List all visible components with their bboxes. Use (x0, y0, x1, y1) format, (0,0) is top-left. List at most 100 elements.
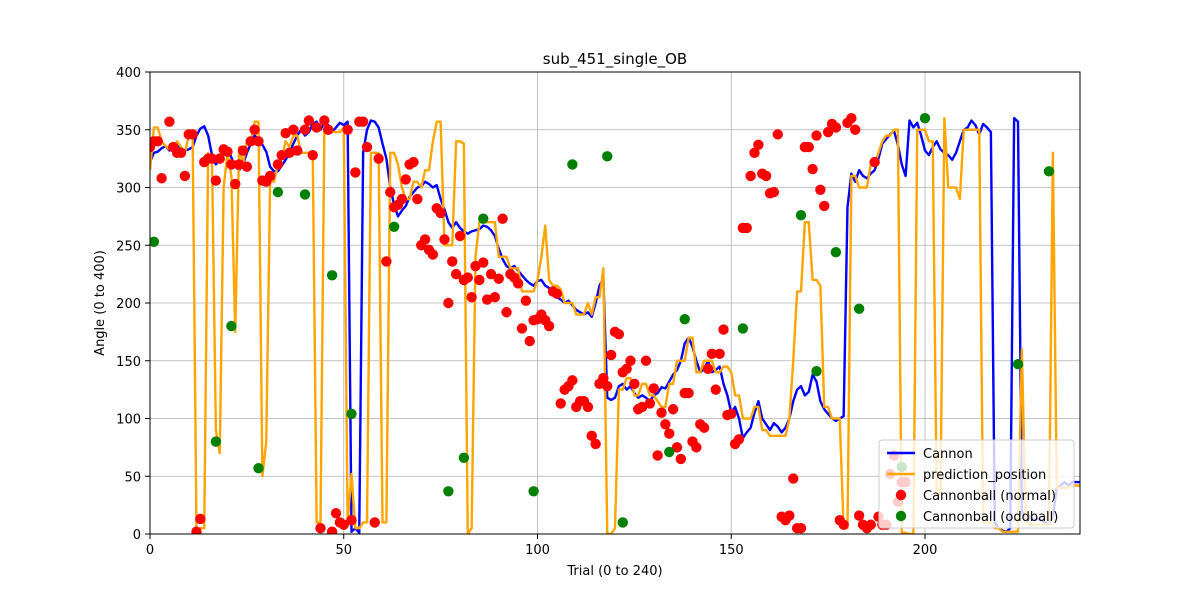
point-cannonball-normal (613, 328, 625, 340)
point-cannonball-normal (726, 408, 737, 420)
point-cannonball-normal (520, 295, 532, 306)
plot-area (150, 113, 1080, 534)
legend: Cannon prediction_position Cannonball (nor… (878, 439, 1075, 529)
point-cannonball-normal (567, 375, 578, 386)
point-cannonball-normal (191, 526, 202, 534)
point-cannonball-normal (749, 147, 760, 159)
point-cannonball-normal (656, 407, 667, 418)
legend-label-prediction-position: prediction_position (923, 468, 1046, 483)
point-cannonball-normal (323, 124, 334, 135)
series-line-prediction-position (150, 117, 1080, 534)
point-cannonball-normal (648, 383, 659, 394)
point-cannonball-oddball (830, 246, 842, 258)
point-cannonball-normal (760, 170, 772, 182)
point-cannonball-normal (357, 116, 369, 127)
point-cannonball-normal (524, 335, 535, 347)
point-cannonball-normal (152, 136, 163, 147)
point-cannonball-oddball (253, 462, 264, 474)
point-cannonball-normal (264, 170, 276, 182)
point-cannonball-normal (237, 145, 249, 156)
point-cannonball-normal (675, 453, 687, 465)
point-cannonball-normal (846, 113, 857, 124)
y-tick-label: 300 (116, 182, 141, 197)
legend-swatch-cannonball-oddball (895, 510, 907, 522)
point-cannonball-normal (745, 170, 756, 182)
y-tick-label: 150 (116, 355, 141, 370)
point-cannonball-normal (466, 292, 477, 303)
point-cannonball-normal (156, 173, 167, 184)
point-cannonball-normal (664, 428, 675, 439)
point-cannonball-oddball (795, 210, 807, 221)
point-cannonball-normal (230, 178, 241, 190)
point-cannonball-normal (450, 268, 462, 280)
point-cannonball-normal (299, 124, 311, 135)
point-cannonball-oddball (602, 151, 613, 162)
point-cannonball-normal (629, 378, 640, 390)
point-cannonball-oddball (811, 365, 822, 377)
point-cannonball-normal (768, 186, 780, 198)
point-cannonball-normal (485, 268, 497, 280)
point-cannonball-normal (427, 249, 439, 260)
point-cannonball-normal (586, 430, 597, 442)
point-cannonball-normal (249, 124, 260, 135)
legend-swatch-cannonball-normal (895, 489, 907, 501)
x-tick-label: 0 (146, 543, 154, 558)
point-cannonball-normal (307, 149, 318, 161)
point-cannonball-oddball (664, 446, 675, 458)
point-cannonball-oddball (346, 408, 357, 420)
point-cannonball-oddball (388, 221, 400, 232)
point-cannonball-normal (195, 513, 206, 525)
point-cannonball-normal (819, 200, 830, 212)
point-cannonball-oddball (226, 320, 237, 332)
y-tick-label: 50 (124, 470, 141, 485)
point-cannonball-normal (373, 153, 384, 164)
point-cannonball-oddball (1012, 359, 1024, 370)
y-tick-label: 200 (116, 297, 141, 312)
point-cannonball-normal (869, 156, 880, 168)
point-cannonball-normal (346, 514, 357, 526)
point-cannonball-normal (605, 349, 617, 361)
point-cannonball-normal (342, 124, 353, 135)
point-cannonball-normal (338, 519, 349, 530)
point-cannonball-normal (303, 115, 315, 126)
y-tick-label: 250 (116, 239, 141, 254)
point-cannonball-normal (462, 272, 473, 283)
point-cannonball-normal (350, 167, 361, 178)
point-cannonball-normal (435, 207, 446, 219)
point-cannonball-normal (419, 234, 431, 245)
y-tick-label: 350 (116, 124, 141, 139)
point-cannonball-normal (245, 136, 256, 147)
x-axis-label: Trial (0 to 240) (566, 564, 662, 579)
point-cannonball-normal (292, 145, 303, 156)
point-cannonball-normal (698, 422, 710, 433)
point-cannonball-normal (706, 348, 718, 360)
point-cannonball-normal (369, 517, 380, 528)
point-cannonball-normal (396, 193, 408, 205)
axis-layer: 0 50 100 150 200 0 50 100 150 200 250 300 350 400 (116, 66, 937, 558)
point-cannonball-normal (385, 186, 396, 198)
point-cannonball-oddball (853, 303, 865, 314)
point-cannonball-normal (865, 519, 876, 530)
legend-label-cannon: Cannon (923, 447, 973, 462)
point-cannonball-normal (621, 363, 632, 375)
point-cannonball-oddball (567, 159, 578, 170)
point-cannonball-normal (512, 278, 524, 289)
point-cannonball-normal (811, 130, 822, 141)
point-cannonball-oddball (1043, 166, 1055, 177)
point-cannonball-normal (187, 129, 198, 140)
point-cannonball-normal (179, 170, 191, 182)
point-cannonball-normal (326, 526, 338, 534)
point-cannonball-normal (315, 523, 326, 534)
point-cannonball-normal (640, 355, 652, 366)
point-cannonball-normal (830, 122, 842, 133)
point-cannonball-normal (330, 508, 342, 519)
point-cannonball-normal (671, 442, 683, 453)
point-cannonball-normal (489, 292, 501, 303)
point-cannonball-normal (718, 324, 729, 335)
point-cannonball-normal (555, 398, 566, 409)
point-cannonball-normal (443, 297, 454, 309)
point-cannonball-normal (241, 161, 253, 172)
point-cannonball-normal (753, 139, 764, 150)
y-axis-label: Angle (0 to 400) (93, 250, 108, 356)
